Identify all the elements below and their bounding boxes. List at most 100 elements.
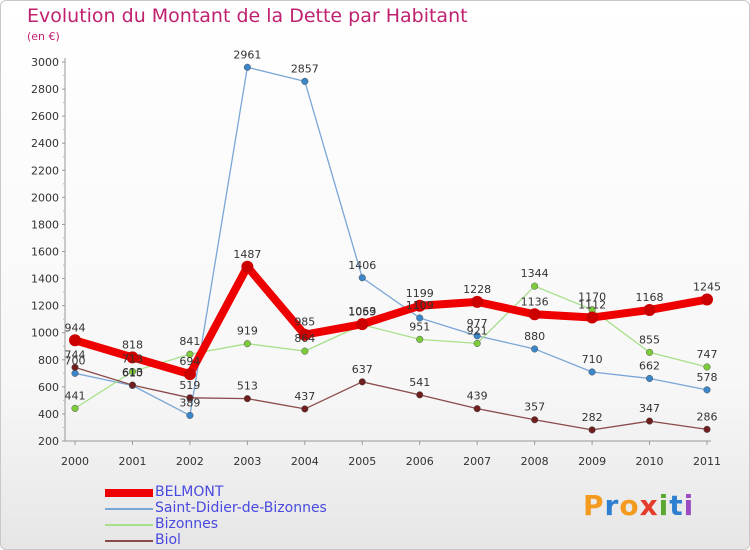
data-point-saint-didier-de-bizonnes: [301, 77, 309, 85]
chart-title: Evolution du Montant de la Dette par Hab…: [27, 5, 468, 27]
data-label: 841: [179, 335, 200, 348]
x-tick-label: 2011: [693, 455, 721, 468]
data-point-saint-didier-de-bizonnes: [703, 386, 711, 394]
data-point-biol: [186, 394, 194, 402]
data-point-saint-didier-de-bizonnes: [186, 411, 194, 419]
data-label: 613: [122, 366, 143, 379]
data-point-belmont: [69, 334, 81, 347]
x-tick-label: 2007: [463, 455, 491, 468]
x-tick-label: 2000: [61, 455, 89, 468]
data-label: 1168: [636, 291, 664, 304]
series-line-biol: [74, 366, 708, 431]
x-tick-label: 2005: [348, 455, 376, 468]
data-label: 700: [65, 354, 86, 367]
x-tick-label: 2009: [578, 455, 606, 468]
data-label: 1487: [233, 248, 261, 261]
data-point-saint-didier-de-bizonnes: [243, 63, 251, 71]
data-label: 1406: [348, 259, 376, 272]
data-label: 389: [179, 396, 200, 409]
data-point-saint-didier-de-bizonnes: [588, 368, 596, 376]
data-label: 2961: [233, 48, 261, 61]
data-point-bizonnes: [416, 335, 424, 343]
data-label: 2857: [291, 62, 319, 75]
x-tick-label: 2010: [636, 455, 664, 468]
data-point-saint-didier-de-bizonnes: [358, 274, 366, 282]
data-label: 1063: [348, 305, 376, 318]
data-label: 519: [179, 379, 200, 392]
data-point-biol: [358, 378, 366, 386]
data-point-biol: [416, 391, 424, 399]
data-point-biol: [588, 426, 596, 434]
y-tick-label: 1200: [31, 300, 59, 313]
data-point-biol: [645, 417, 654, 425]
data-label: 637: [352, 363, 373, 376]
data-label: 1199: [406, 287, 434, 300]
legend-swatch: [105, 489, 153, 497]
logo-letter: t: [669, 489, 684, 522]
legend-label: BELMONT: [155, 484, 224, 500]
data-label: 855: [639, 333, 660, 346]
proxiti-logo: Proxiti: [583, 489, 694, 522]
logo-letter: P: [583, 489, 605, 522]
data-label: 977: [467, 317, 488, 330]
data-label: 437: [294, 390, 315, 403]
logo-letter: r: [604, 489, 620, 522]
legend-label: Bizonnes: [155, 516, 219, 532]
data-point-belmont: [356, 318, 369, 331]
data-point-bizonnes: [703, 363, 711, 371]
data-point-saint-didier-de-bizonnes: [645, 374, 654, 383]
data-label: 513: [237, 380, 258, 393]
data-point-saint-didier-de-bizonnes: [71, 369, 79, 377]
data-point-belmont: [413, 299, 426, 312]
series-line-belmont: [71, 262, 711, 379]
data-point-bizonnes: [473, 339, 481, 347]
logo-letter: x: [639, 489, 659, 522]
data-label: 710: [582, 353, 603, 366]
data-point-bizonnes: [531, 282, 539, 290]
data-label: 744: [65, 348, 86, 361]
data-point-belmont: [298, 328, 311, 341]
chart-subtitle: (en €): [27, 30, 60, 43]
data-point-biol: [703, 425, 711, 433]
data-label: 1109: [406, 299, 434, 312]
y-tick-label: 2400: [31, 137, 59, 150]
data-label: 1170: [578, 291, 606, 304]
y-tick-label: 600: [38, 381, 59, 394]
y-tick-label: 1800: [31, 218, 59, 231]
data-point-bizonnes: [645, 348, 654, 356]
data-label: 1059: [348, 306, 376, 319]
data-label: 1245: [693, 281, 721, 294]
data-point-belmont: [528, 308, 541, 321]
data-label: 578: [697, 371, 718, 384]
data-label: 713: [122, 353, 143, 366]
x-tick-label: 2002: [176, 455, 204, 468]
data-label: 347: [639, 402, 660, 415]
data-point-biol: [473, 405, 481, 413]
data-label: 1228: [463, 283, 491, 296]
data-point-bizonnes: [71, 404, 79, 412]
series-line-saint-didier-de-bizonnes: [74, 66, 708, 417]
legend-swatch: [105, 540, 153, 542]
y-tick-label: 800: [38, 354, 59, 367]
data-point-belmont: [471, 295, 484, 308]
data-label: 944: [65, 321, 86, 334]
data-point-bizonnes: [186, 350, 194, 358]
data-point-bizonnes: [301, 347, 309, 355]
data-point-biol: [71, 363, 79, 371]
x-tick-label: 2008: [521, 455, 549, 468]
data-point-biol: [243, 395, 251, 403]
data-point-biol: [128, 381, 137, 389]
x-tick-label: 2004: [291, 455, 319, 468]
y-tick-label: 200: [38, 435, 59, 448]
data-label: 694: [179, 355, 200, 368]
data-point-belmont: [183, 368, 196, 381]
data-point-belmont: [701, 293, 713, 306]
logo-letter: o: [619, 489, 640, 522]
data-label: 286: [697, 410, 718, 423]
data-label: 951: [409, 320, 430, 333]
y-tick-label: 1000: [31, 327, 59, 340]
data-point-biol: [531, 416, 539, 424]
data-point-bizonnes: [128, 368, 137, 376]
